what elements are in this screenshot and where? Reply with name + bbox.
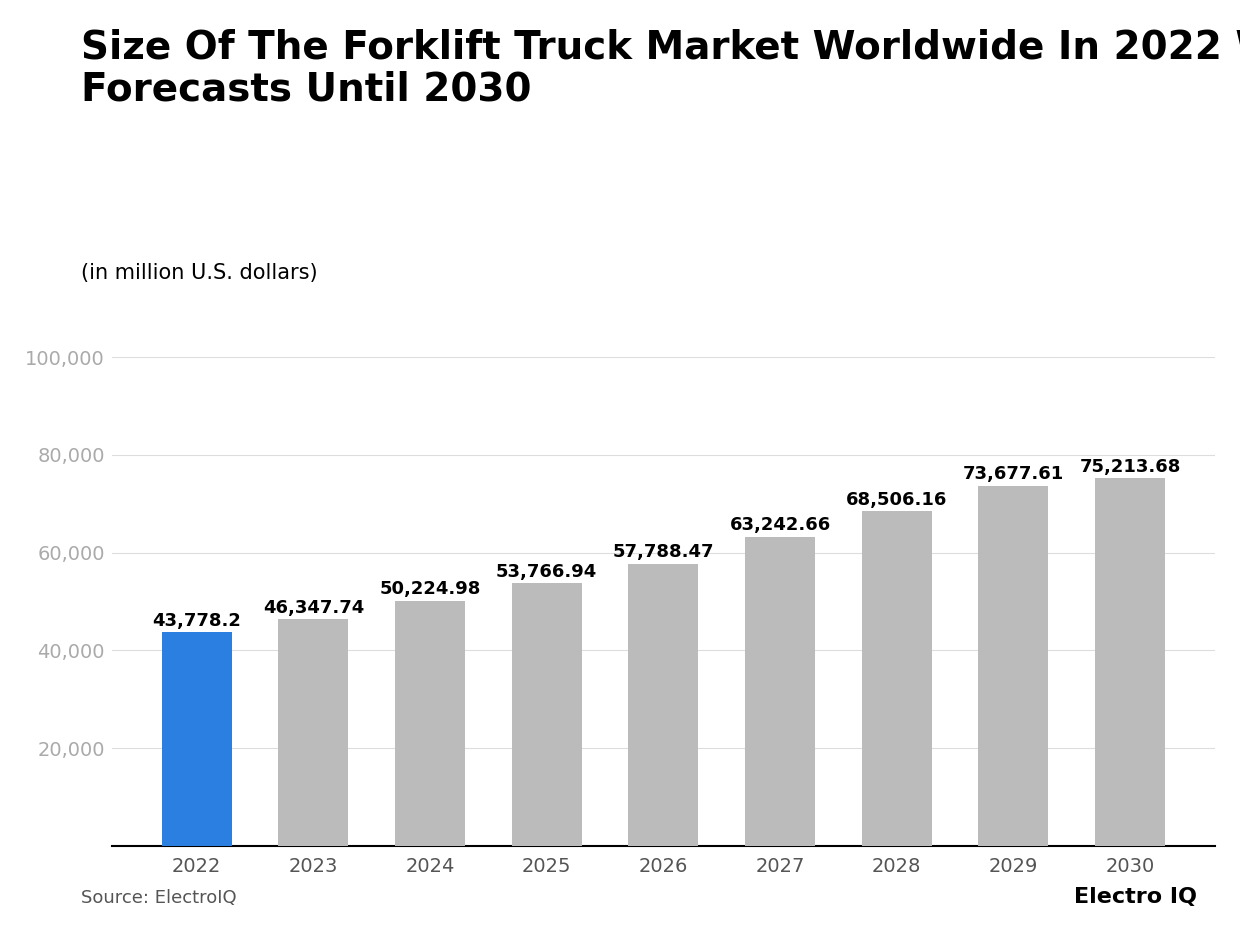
Bar [745,537,815,846]
Bar [396,601,465,846]
Text: 68,506.16: 68,506.16 [846,491,947,509]
Text: 50,224.98: 50,224.98 [379,580,481,598]
Bar [978,486,1048,846]
Text: 57,788.47: 57,788.47 [613,543,714,561]
Bar [512,583,582,846]
Text: 46,347.74: 46,347.74 [263,599,365,617]
Bar [279,619,348,846]
Text: Electro IQ: Electro IQ [1074,887,1197,907]
Text: 63,242.66: 63,242.66 [729,516,831,535]
Bar [862,511,931,846]
Text: 53,766.94: 53,766.94 [496,563,598,581]
Text: 73,677.61: 73,677.61 [962,465,1064,483]
Text: Source: ElectroIQ: Source: ElectroIQ [81,889,237,907]
Bar [1095,478,1166,846]
Text: Size Of The Forklift Truck Market Worldwide In 2022 With
Forecasts Until 2030: Size Of The Forklift Truck Market Worldw… [81,28,1240,109]
Text: 43,778.2: 43,778.2 [153,612,242,630]
Text: (in million U.S. dollars): (in million U.S. dollars) [81,263,317,283]
Bar [629,563,698,846]
Bar [161,632,232,846]
Text: 75,213.68: 75,213.68 [1079,458,1180,476]
